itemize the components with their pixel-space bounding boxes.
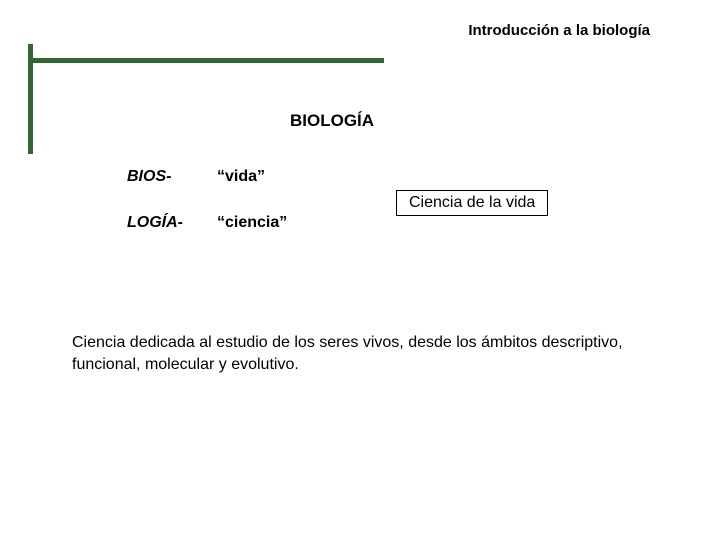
etymology-meaning: “vida” <box>217 168 265 186</box>
boxed-phrase: Ciencia de la vida <box>396 190 548 216</box>
etymology-prefix: LOGÍA- <box>127 214 217 232</box>
etymology-meaning: “ciencia” <box>217 214 287 232</box>
header-title: Introducción a la biología <box>468 22 650 39</box>
horizontal-line <box>32 58 384 63</box>
etymology-row: LOGÍA- “ciencia” <box>127 214 287 232</box>
vertical-line <box>28 44 33 154</box>
etymology-row: BIOS- “vida” <box>127 168 287 186</box>
etymology-grid: BIOS- “vida” LOGÍA- “ciencia” <box>127 168 287 260</box>
main-title: BIOLOGÍA <box>290 111 374 131</box>
etymology-prefix: BIOS- <box>127 168 217 186</box>
definition-text: Ciencia dedicada al estudio de los seres… <box>72 332 642 375</box>
